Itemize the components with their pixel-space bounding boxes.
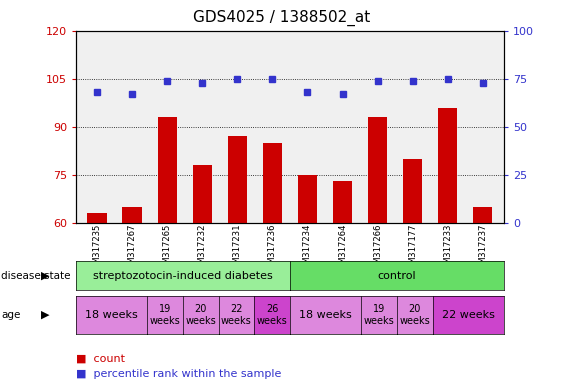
Text: 19
weeks: 19 weeks [150,304,181,326]
Text: 18 weeks: 18 weeks [85,310,138,320]
Bar [333,181,352,223]
Text: ■  count: ■ count [76,354,125,364]
Text: 26
weeks: 26 weeks [257,304,288,326]
Bar [298,175,317,223]
Text: ▶: ▶ [41,310,50,320]
Bar [158,117,177,223]
Bar [473,207,493,223]
Bar [368,117,387,223]
Text: streptozotocin-induced diabetes: streptozotocin-induced diabetes [93,270,273,281]
Text: 22 weeks: 22 weeks [442,310,495,320]
Bar [123,207,142,223]
Text: ■  percentile rank within the sample: ■ percentile rank within the sample [76,369,282,379]
Text: ▶: ▶ [41,270,50,281]
Text: 18 weeks: 18 weeks [299,310,352,320]
Text: control: control [378,270,416,281]
Bar [438,108,457,223]
Bar [87,213,107,223]
Text: GDS4025 / 1388502_at: GDS4025 / 1388502_at [193,10,370,26]
Bar [227,136,247,223]
Bar [403,159,422,223]
Bar [263,143,282,223]
Bar [193,165,212,223]
Text: 19
weeks: 19 weeks [364,304,395,326]
Text: disease state: disease state [1,270,70,281]
Text: 20
weeks: 20 weeks [399,304,430,326]
Text: 22
weeks: 22 weeks [221,304,252,326]
Text: age: age [1,310,20,320]
Text: 20
weeks: 20 weeks [185,304,216,326]
